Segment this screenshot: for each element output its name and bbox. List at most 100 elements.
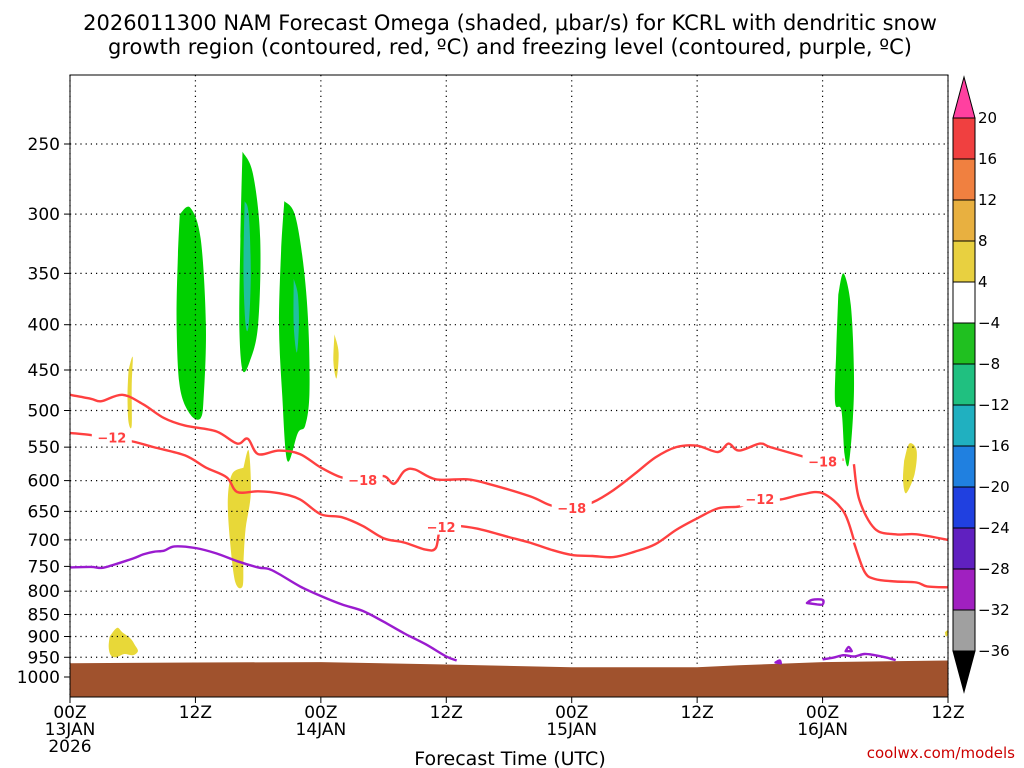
colorbar-label: −20 <box>978 478 1010 496</box>
chart-title-line-2: growth region (contoured, red, ºC) and f… <box>108 35 912 59</box>
contour-label: −12 <box>97 431 126 446</box>
colorbar-swatch <box>952 486 976 529</box>
colorbar-label: −4 <box>978 314 1000 332</box>
omega-region-6 <box>127 356 133 429</box>
contour-lower2 <box>852 542 949 589</box>
y-tick-label: 250 <box>28 135 60 155</box>
colorbar-label: 20 <box>978 109 997 127</box>
chart-title-line-1: 2026011300 NAM Forecast Omega (shaded, μ… <box>83 11 937 35</box>
contour-label: −18 <box>808 456 837 471</box>
colorbar-swatch <box>952 281 976 324</box>
contour-freezing-east <box>822 652 897 662</box>
omega-region-2 <box>243 201 251 332</box>
y-tick-label: 950 <box>28 648 60 668</box>
y-axis: 2503003504004505005506006507007508008509… <box>17 135 70 688</box>
x-tick-label: 12Z <box>430 703 463 723</box>
omega-region-10 <box>903 443 917 494</box>
x-tick-label: 00Z <box>304 703 337 723</box>
contour-label-bg <box>802 453 843 470</box>
y-tick-label: 600 <box>28 472 60 492</box>
colorbar-swatch <box>952 240 976 283</box>
omega-region-4 <box>293 278 299 353</box>
y-tick-label: 750 <box>28 557 60 577</box>
colorbar-swatch <box>952 568 976 611</box>
contour-label-bg <box>421 518 462 535</box>
x-tick-label: 00Z <box>806 703 839 723</box>
contour-label: −18 <box>348 474 377 489</box>
x-tick-label: 14JAN <box>296 720 347 740</box>
omega-region-7 <box>333 334 339 379</box>
colorbar-label: −16 <box>978 437 1010 455</box>
colorbar-swatch <box>952 199 976 242</box>
colorbar-swatch <box>952 609 976 652</box>
colorbar-label: −12 <box>978 396 1010 414</box>
omega-region-8 <box>227 449 251 589</box>
y-tick-label: 1000 <box>17 668 60 688</box>
y-tick-label: 700 <box>28 531 60 551</box>
y-tick-label: 500 <box>28 402 60 422</box>
contour-lower <box>852 464 949 542</box>
colorbar-label: 16 <box>978 150 997 168</box>
plot-area <box>70 75 948 697</box>
contour-label-bg <box>342 471 383 488</box>
omega-region-0 <box>176 206 206 420</box>
credit-label[interactable]: coolwx.com/models <box>867 744 1015 762</box>
x-tick-label: 12Z <box>931 703 964 723</box>
contour-freezing <box>69 545 458 662</box>
x-axis-title: Forecast Time (UTC) <box>414 748 605 768</box>
colorbar-cap-top <box>952 75 976 119</box>
terrain-layer <box>70 660 948 697</box>
y-tick-label: 650 <box>28 502 60 522</box>
omega-region-5 <box>834 273 855 467</box>
contour-label-bg <box>91 428 132 445</box>
colorbar-cap-bottom <box>952 650 976 694</box>
colorbar-label: −24 <box>978 519 1010 537</box>
colorbar-label: 12 <box>978 191 997 209</box>
omega-shading-layer <box>108 151 949 658</box>
omega-region-9 <box>108 627 138 658</box>
colorbar-swatch <box>952 527 976 570</box>
plot-frame <box>69 74 949 698</box>
contour-label-bg <box>739 490 780 507</box>
x-tick-label: 12Z <box>681 703 714 723</box>
y-tick-label: 800 <box>28 582 60 602</box>
colorbar-label: −8 <box>978 355 1000 373</box>
colorbar-swatch <box>952 445 976 488</box>
contour-label: −18 <box>557 502 586 517</box>
contour--18 <box>69 393 844 510</box>
x-tick-label: 2026 <box>48 737 91 757</box>
colorbar-swatch <box>952 322 976 365</box>
colorbar-label: 8 <box>978 232 988 250</box>
colorbar-swatch <box>952 117 976 160</box>
y-tick-label: 850 <box>28 606 60 626</box>
contour-layer: −18 −18 −18 −12 −12 −12 <box>69 393 949 665</box>
colorbar-swatch <box>952 404 976 447</box>
contour-freezing-dot <box>774 659 782 665</box>
contour-label: −12 <box>745 493 774 508</box>
x-tick-label: 13JAN <box>45 720 96 740</box>
colorbar-label: −32 <box>978 601 1010 619</box>
colorbar-label: −28 <box>978 560 1010 578</box>
y-tick-label: 400 <box>28 316 60 336</box>
y-tick-label: 550 <box>28 438 60 458</box>
x-tick-label: 00Z <box>53 703 86 723</box>
x-tick-label: 16JAN <box>797 720 848 740</box>
x-tick-label: 15JAN <box>546 720 597 740</box>
y-tick-label: 300 <box>28 205 60 225</box>
y-tick-label: 900 <box>28 627 60 647</box>
contour-freezing-dot2 <box>844 645 853 653</box>
contour-freezing-blob <box>805 598 825 606</box>
colorbar-label: −36 <box>978 642 1010 660</box>
colorbar-label: 4 <box>978 273 988 291</box>
contour-label-bg <box>551 499 592 516</box>
colorbar-swatch <box>952 363 976 406</box>
y-tick-label: 350 <box>28 264 60 284</box>
contour-label: −12 <box>427 521 456 536</box>
terrain-fill <box>70 660 948 697</box>
x-tick-label: 12Z <box>179 703 212 723</box>
y-tick-label: 450 <box>28 361 60 381</box>
colorbar: 20 16 12 8 4 −4 −8 −12 −16 −20 −24 −28 −32 −36 <box>952 75 1010 694</box>
colorbar-swatch <box>952 158 976 201</box>
